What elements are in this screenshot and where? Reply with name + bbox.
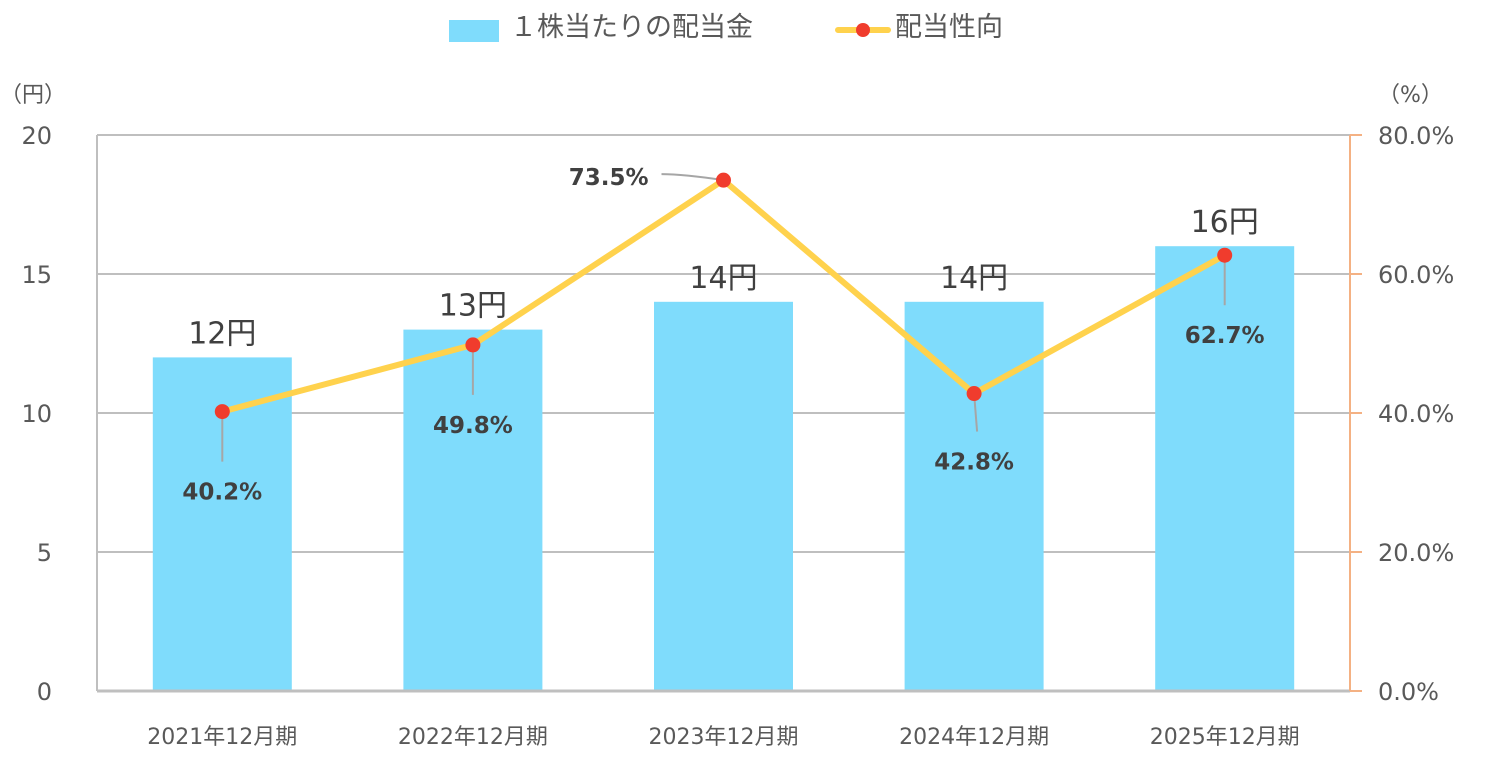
legend: １株当たりの配当金 配当性向 <box>449 12 1003 43</box>
payout-ratio-label: 42.8% <box>934 450 1014 476</box>
payout-ratio-label: 40.2% <box>182 480 262 506</box>
bar-value-label: 12円 <box>188 316 256 351</box>
category-label: 2024年12月期 <box>899 725 1049 750</box>
payout-ratio-label: 49.8% <box>433 413 513 439</box>
bar <box>904 301 1044 691</box>
category-label: 2021年12月期 <box>147 725 297 750</box>
right-axis-tick-label: 20.0% <box>1378 539 1454 567</box>
line-marker-icon <box>465 337 481 353</box>
bar-value-label: 13円 <box>439 289 507 324</box>
left-axis-tick-label: 0 <box>37 678 52 706</box>
legend-bar-swatch <box>449 20 499 42</box>
bar <box>654 301 793 691</box>
right-axis-tick-label: 60.0% <box>1378 261 1454 289</box>
legend-line-marker-icon <box>856 23 870 37</box>
line-marker-icon <box>966 386 982 402</box>
legend-bar-label: １株当たりの配当金 <box>510 12 753 43</box>
right-axis-tick-label: 80.0% <box>1378 122 1454 150</box>
category-label: 2022年12月期 <box>398 725 548 750</box>
bar-value-label: 14円 <box>689 261 757 296</box>
payout-ratio-label: 62.7% <box>1185 323 1265 349</box>
right-axis-labels: 0.0% 20.0% 40.0% 60.0% 80.0% <box>1378 122 1454 706</box>
payout-ratio-label: 73.5% <box>569 165 649 191</box>
leader-line <box>661 173 724 182</box>
bar-value-label: 16円 <box>1191 205 1259 240</box>
line-marker-icon <box>716 172 731 188</box>
data-labels: 12円 13円 14円 14円 16円 40.2% 49.8% 73.5% 42.8% 62.7% <box>182 165 1264 505</box>
right-axis-tick-marks <box>1350 134 1362 692</box>
legend-line-label: 配当性向 <box>895 12 1003 43</box>
category-label: 2025年12月期 <box>1150 725 1300 750</box>
left-axis-tick-label: 15 <box>21 261 52 289</box>
line-marker-icon <box>214 404 230 420</box>
right-axis-tick-label: 0.0% <box>1378 678 1439 706</box>
left-axis-tick-label: 5 <box>37 539 52 567</box>
bar-value-label: 14円 <box>940 261 1008 296</box>
category-labels: 2021年12月期 2022年12月期 2023年12月期 2024年12月期 2025… <box>147 725 1299 750</box>
right-axis-tick-label: 40.0% <box>1378 400 1454 428</box>
category-label: 2023年12月期 <box>649 725 799 750</box>
right-axis-unit: （%） <box>1378 83 1443 108</box>
left-axis-labels: 0 5 10 15 20 <box>21 122 52 706</box>
line-marker-icon <box>1217 247 1233 263</box>
left-axis-tick-label: 10 <box>21 400 52 428</box>
line-series <box>214 172 1233 462</box>
bar <box>1155 246 1295 691</box>
bar-series <box>152 246 1295 691</box>
left-axis-unit: （円） <box>0 83 66 108</box>
left-axis-tick-label: 20 <box>21 122 52 150</box>
